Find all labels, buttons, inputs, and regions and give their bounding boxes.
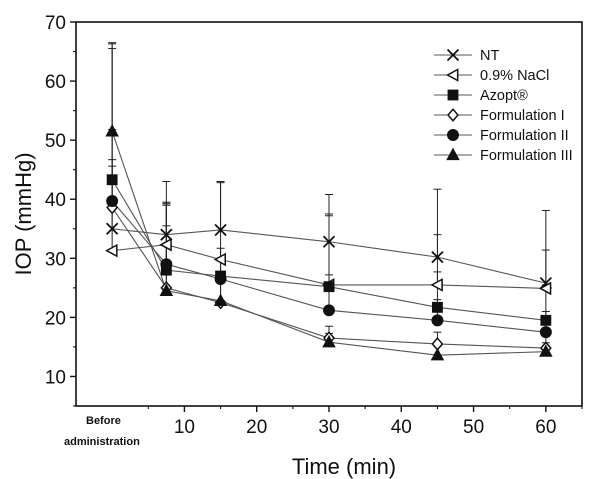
legend-label-nt: NT <box>480 48 499 64</box>
data-point-formulation-ii <box>323 304 335 317</box>
series-layer <box>105 42 553 361</box>
y-tick-label: 10 <box>45 367 66 388</box>
data-point-formulation-ii <box>160 258 173 271</box>
data-point-nt <box>431 250 444 264</box>
series-line-formulation-i <box>111 207 546 349</box>
legend-item-formulation-i: Formulation I <box>434 108 565 124</box>
data-point-azopt <box>323 281 335 293</box>
data-point-azopt <box>540 314 552 326</box>
x-tick-label: 50 <box>463 417 484 438</box>
legend-marker-formulation-i <box>447 108 459 122</box>
y-tick-label: 50 <box>45 131 66 152</box>
data-point-azopt <box>106 174 118 186</box>
y-tick-label: 30 <box>45 249 66 270</box>
legend-label-formulation-ii: Formulation II <box>480 128 569 144</box>
x-axis: Before administration 10 20 30 40 50 60 <box>64 406 583 448</box>
legend-item-azopt: Azopt® <box>434 88 528 104</box>
y-tick-label: 60 <box>45 72 66 93</box>
data-point-formulation-iii <box>105 123 119 137</box>
series-points-formulation-ii <box>106 195 552 339</box>
series-line-formulation-ii <box>111 200 546 333</box>
data-point-0-9-nacl <box>105 243 118 258</box>
x-tick-label: 20 <box>246 417 267 438</box>
data-point-azopt <box>432 301 443 313</box>
x-tick-label: 10 <box>174 417 195 438</box>
data-point-formulation-iii <box>539 344 553 357</box>
series-line-nt <box>112 228 546 284</box>
legend-label-formulation-iii: Formulation III <box>480 148 573 164</box>
x-axis-title: Time (min) <box>292 454 396 479</box>
legend-item-0-9-nacl: 0.9% NaCl <box>434 68 549 84</box>
series-points-0-9-nacl <box>105 237 552 296</box>
legend: NT 0.9% NaCl Azopt® Formulation I Formulatio… <box>434 48 573 164</box>
x-tick-label-before-line1: Before <box>86 415 121 427</box>
y-axis-title: IOP (mmHg) <box>11 152 36 275</box>
data-point-0-9-nacl <box>538 281 552 296</box>
legend-item-nt: NT <box>434 48 499 64</box>
legend-marker-formulation-iii <box>446 147 460 161</box>
data-point-formulation-ii <box>539 326 552 339</box>
legend-label-0-9-nacl: 0.9% NaCl <box>480 68 549 84</box>
legend-label-azopt: Azopt® <box>480 88 528 104</box>
y-tick-label: 70 <box>45 13 66 34</box>
data-point-nt <box>214 223 227 237</box>
x-tick-label: 60 <box>535 417 556 438</box>
data-point-0-9-nacl <box>159 237 172 252</box>
data-point-formulation-iii <box>213 293 228 306</box>
data-point-formulation-ii <box>214 273 227 285</box>
data-point-formulation-iii <box>322 334 336 348</box>
y-axis: 10 20 30 40 50 60 70 <box>45 13 76 407</box>
data-point-nt <box>160 228 173 241</box>
legend-label-formulation-i: Formulation I <box>480 108 565 124</box>
series-points-formulation-iii <box>105 123 553 361</box>
series-line-formulation-iii <box>111 131 546 356</box>
data-point-0-9-nacl <box>430 278 443 292</box>
legend-marker-nt <box>446 48 460 62</box>
series-line-0-9-nacl <box>112 244 546 289</box>
legend-marker-azopt <box>447 89 459 101</box>
data-point-formulation-iii <box>430 347 445 361</box>
legend-item-formulation-ii: Formulation II <box>434 128 569 144</box>
data-point-formulation-ii <box>431 314 444 327</box>
data-point-formulation-iii <box>159 283 174 296</box>
y-tick-label: 40 <box>45 190 66 211</box>
legend-item-formulation-iii: Formulation III <box>434 147 573 164</box>
series-line-azopt <box>111 179 546 321</box>
x-tick-label: 40 <box>391 417 412 438</box>
x-tick-label-before-line2: administration <box>64 436 140 448</box>
series-points-nt <box>106 222 552 290</box>
data-point-formulation-ii <box>106 195 119 207</box>
x-tick-label: 30 <box>318 417 339 438</box>
data-point-nt <box>106 222 119 235</box>
data-point-0-9-nacl <box>213 252 226 267</box>
data-point-nt <box>322 235 336 248</box>
y-tick-label: 20 <box>45 308 66 329</box>
legend-marker-formulation-ii <box>447 129 459 141</box>
legend-marker-0-9-nacl <box>445 68 459 82</box>
